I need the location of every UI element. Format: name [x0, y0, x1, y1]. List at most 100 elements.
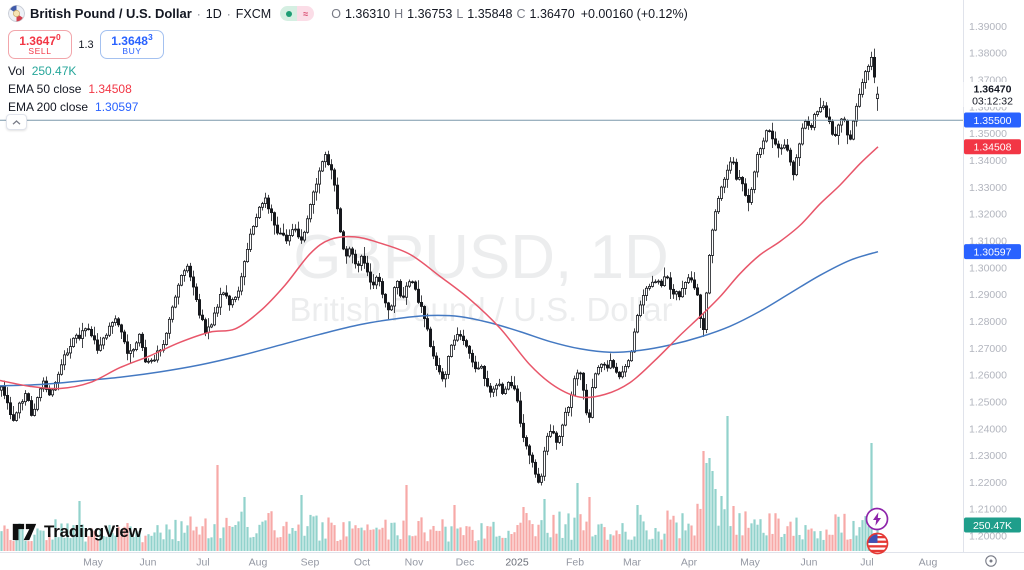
open-value: 1.36310 [344, 6, 391, 21]
time-tick-label: Jun [140, 557, 157, 569]
time-tick-label: Aug [249, 557, 268, 569]
ema-200-line[interactable] [0, 250, 879, 387]
time-tick-label: May [83, 557, 104, 569]
time-axis[interactable] [0, 552, 1024, 570]
price-tick-label: 1.35000 [969, 128, 1007, 140]
time-tick-label: Jul [860, 557, 873, 569]
price-tick-label: 1.27000 [969, 343, 1007, 355]
us-flag-icon [866, 532, 889, 555]
change-value: +0.00160 (+0.12%) [580, 6, 688, 21]
price-tick-label: 1.24000 [969, 423, 1007, 435]
timeframe-button[interactable]: 1D [205, 6, 222, 21]
price-tick-label: 1.21000 [969, 504, 1007, 516]
time-tick-label: May [740, 557, 761, 569]
indicator-value: 1.34508 [88, 82, 132, 96]
indicator-legend: Vol 250.47K EMA 50 close 1.34508 EMA 200… [8, 62, 138, 116]
buy-price-sup: 3 [147, 31, 153, 42]
price-tick-label: 1.29000 [969, 289, 1007, 301]
symbol-pair-icon [8, 5, 25, 22]
quick-trade-button[interactable] [865, 507, 889, 531]
time-tick-label: Mar [623, 557, 642, 569]
scales-reset-target-icon[interactable] [985, 555, 997, 567]
price-tick-label: 1.26000 [969, 370, 1007, 382]
alert-price-label-text: 1.35500 [974, 115, 1012, 127]
ema50-price-label-text: 1.34508 [974, 142, 1012, 154]
economic-events-button[interactable] [866, 532, 889, 555]
price-tick-label: 1.25000 [969, 396, 1007, 408]
current-price-text: 1.36470 [974, 84, 1012, 96]
time-tick-label: Aug [919, 557, 938, 569]
low-value: 1.35848 [467, 6, 513, 21]
watermark: GBPUSD, 1D British Pound / U.S. Dollar [289, 223, 672, 328]
chevron-up-icon [12, 119, 21, 125]
volume-value-label-text: 250.47K [973, 520, 1012, 532]
time-tick-label: Oct [354, 557, 370, 569]
time-tick-label: Jul [196, 557, 209, 569]
price-tick-label: 1.23000 [969, 450, 1007, 462]
price-tick-label: 1.28000 [969, 316, 1007, 328]
time-tick-label: Apr [681, 557, 698, 569]
price-axis-labels: 1.35500 1.34508 1.30597 1.36470 03:12:32… [963, 82, 1024, 533]
indicator-name: EMA 50 close [8, 82, 82, 96]
time-tick-label: Sep [301, 557, 320, 569]
market-status-pill[interactable]: ≈ [280, 6, 315, 21]
lightning-icon [865, 507, 889, 531]
volume-series [0, 416, 879, 551]
buy-price: 1.3648 [111, 33, 148, 48]
spread-value: 1.3 [78, 38, 94, 51]
separator: · [196, 6, 201, 21]
legend-row-ema200[interactable]: EMA 200 close 1.30597 [8, 98, 138, 116]
time-tick-label: Nov [405, 557, 424, 569]
price-tick-label: 1.22000 [969, 477, 1007, 489]
high-key: H [394, 6, 404, 21]
legend-row-ema50[interactable]: EMA 50 close 1.34508 [8, 80, 138, 98]
ema-50-line[interactable] [0, 146, 879, 399]
low-key: L [456, 6, 464, 21]
open-key: O [331, 6, 341, 21]
legend-collapse-button[interactable] [6, 114, 27, 130]
tradingview-logo[interactable]: TradingView [12, 522, 142, 542]
time-tick-label: Dec [456, 557, 475, 569]
sell-label: SELL [28, 46, 52, 57]
indicator-value: 250.47K [31, 64, 77, 78]
market-open-dot-icon [280, 6, 298, 21]
sell-price-sup: 0 [55, 31, 61, 42]
delayed-data-icon: ≈ [297, 6, 315, 21]
time-tick-label: Jun [801, 557, 818, 569]
current-price-label [963, 82, 1024, 107]
price-tick-label: 1.32000 [969, 209, 1007, 221]
symbol-title[interactable]: British Pound / U.S. Dollar [30, 6, 192, 21]
price-tick-label: 1.39000 [969, 21, 1007, 33]
time-tick-label: 2025 [505, 557, 529, 569]
scales-reset-target-dot [989, 559, 993, 563]
trade-panel: 1.36470 SELL 1.3 1.36483 BUY [8, 30, 164, 59]
time-tick-label: Feb [566, 557, 584, 569]
price-tick-label: 1.20000 [969, 531, 1007, 543]
indicator-value: 1.30597 [95, 100, 139, 114]
indicator-name: EMA 200 close [8, 100, 89, 114]
price-tick-label: 1.30000 [969, 262, 1007, 274]
alert-price-label[interactable] [964, 112, 1021, 128]
ohlc-readout: O 1.36310 H 1.36753 L 1.35848 C 1.36470 +0.0… [331, 7, 688, 21]
close-key: C [516, 6, 526, 21]
price-tick-label: 1.34000 [969, 155, 1007, 167]
volume-value-label [964, 517, 1021, 533]
tradingview-logo-text: TradingView [44, 522, 142, 541]
tradingview-mark-icon [12, 523, 37, 541]
sell-button[interactable]: 1.36470 SELL [8, 30, 72, 59]
ema200-price-label [964, 244, 1021, 260]
high-value: 1.36753 [407, 6, 453, 21]
buy-button[interactable]: 1.36483 BUY [100, 30, 164, 59]
price-tick-label: 1.33000 [969, 182, 1007, 194]
bar-countdown-text: 03:12:32 [972, 96, 1013, 108]
close-value: 1.36470 [529, 6, 575, 21]
ema200-price-label-text: 1.30597 [974, 246, 1012, 258]
buy-label: BUY [122, 46, 142, 57]
exchange-name[interactable]: FXCM [235, 6, 272, 21]
chart-header: British Pound / U.S. Dollar · 1D · FXCM … [8, 5, 688, 22]
legend-row-volume[interactable]: Vol 250.47K [8, 62, 138, 80]
separator: · [226, 6, 231, 21]
ema50-price-label [964, 139, 1021, 155]
price-tick-label: 1.38000 [969, 48, 1007, 60]
